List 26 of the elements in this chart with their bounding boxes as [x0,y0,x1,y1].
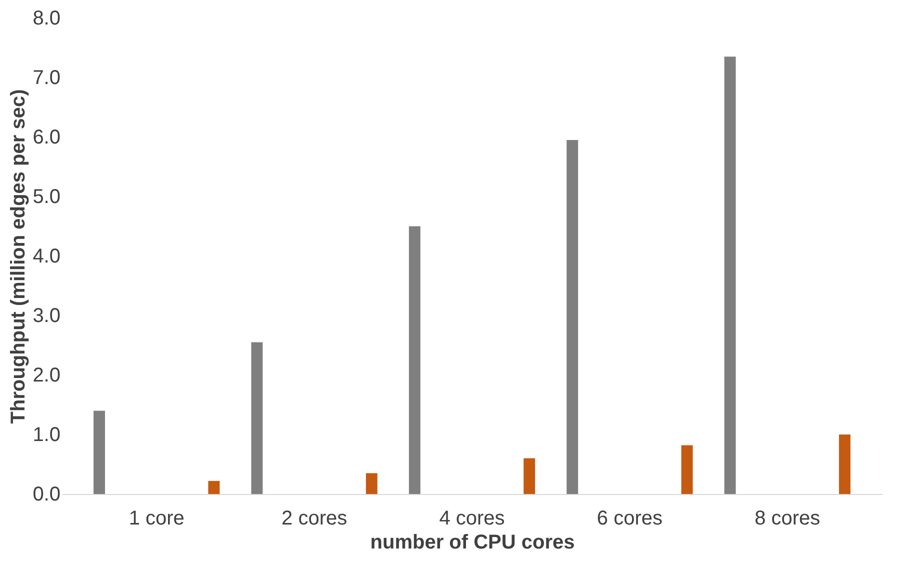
y-tick-label: 1.0 [32,424,60,446]
x-tick-label: 8 cores [754,508,820,530]
y-tick-label: 7.0 [32,67,60,89]
y-tick-label: 8.0 [32,8,60,30]
y-tick-label: 6.0 [32,126,60,148]
bar [566,140,578,494]
y-axis-title: Throughput (million edges per sec) [8,89,30,424]
y-tick-label: 0.0 [32,484,60,506]
y-tick-label: 3.0 [32,305,60,327]
bar [681,445,693,494]
bar [724,56,736,494]
bar [94,410,106,494]
x-tick-label: 2 cores [282,508,348,530]
bar [838,434,850,494]
x-tick-label: 4 cores [439,508,505,530]
x-tick-label: 1 core [128,508,184,530]
x-tick-label: 6 cores [596,508,662,530]
y-tick-label: 2.0 [32,364,60,386]
bar [524,458,536,494]
x-axis-title: number of CPU cores [370,532,575,554]
bar [251,342,263,494]
bar [366,473,378,494]
bar [208,480,220,494]
bar [408,226,420,494]
y-tick-label: 4.0 [32,246,60,268]
y-tick-label: 5.0 [32,186,60,208]
